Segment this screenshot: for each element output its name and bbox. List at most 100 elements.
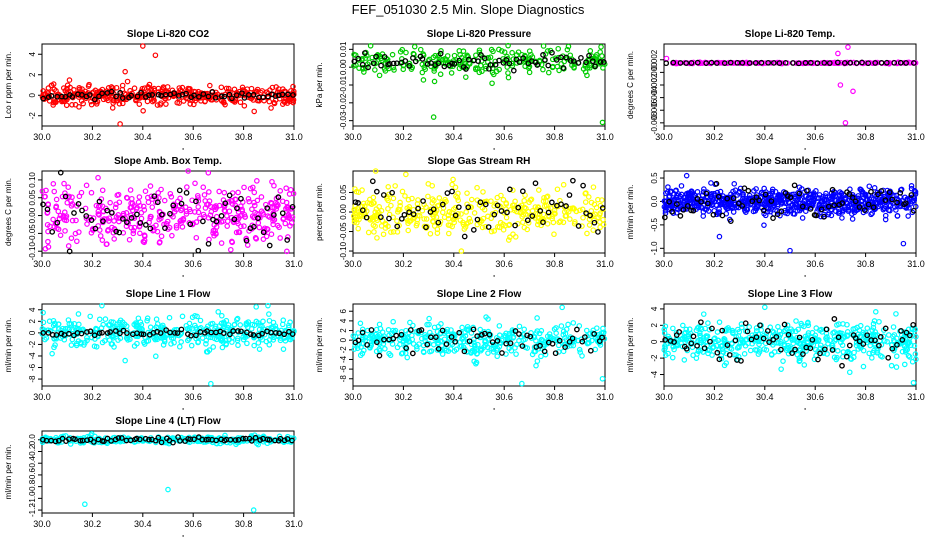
- data-point: [136, 101, 143, 107]
- data-point: [746, 324, 752, 330]
- data-point: [68, 235, 75, 241]
- reference-point: [575, 223, 582, 229]
- data-point: [96, 316, 103, 323]
- y-tick-label: 0.05: [339, 184, 348, 200]
- axis-mark: [493, 408, 495, 410]
- data-point: [244, 242, 251, 248]
- data-point: [39, 188, 46, 194]
- data-point: [277, 188, 284, 194]
- data-point: [249, 206, 255, 213]
- y-axis-label: ml/min per min.: [4, 318, 13, 373]
- reference-point: [412, 58, 419, 65]
- data-point: [385, 197, 391, 204]
- reference-point: [451, 61, 458, 67]
- reference-point: [279, 91, 286, 98]
- x-tick-label: 30.8: [546, 259, 564, 269]
- data-point: [500, 196, 507, 203]
- reference-point: [589, 58, 596, 65]
- data-point: [61, 180, 67, 187]
- reference-point: [191, 92, 197, 99]
- data-point: [357, 320, 364, 327]
- data-point: [212, 206, 219, 213]
- reference-point: [566, 192, 573, 198]
- data-point: [458, 211, 464, 217]
- y-tick-label: 2: [28, 72, 37, 77]
- data-point: [116, 218, 122, 225]
- y-tick-label: 0.002: [650, 49, 659, 70]
- y-tick-label: 0.5: [650, 172, 659, 184]
- data-point: [235, 229, 242, 235]
- axis-mark: [804, 148, 806, 150]
- data-point: [79, 86, 85, 92]
- reference-point: [369, 178, 376, 185]
- data-point: [506, 221, 513, 228]
- data-point: [206, 236, 212, 243]
- data-point: [669, 354, 676, 361]
- data-point: [556, 67, 562, 74]
- data-point: [150, 97, 157, 103]
- data-point: [123, 210, 130, 216]
- data-point: [360, 64, 366, 71]
- reference-point: [727, 59, 734, 66]
- reference-point: [91, 96, 98, 103]
- data-point: [769, 186, 776, 193]
- data-point: [352, 186, 358, 192]
- chart-title: Slope Li-820 CO2: [127, 29, 210, 40]
- data-point: [515, 49, 522, 55]
- reference-point: [461, 233, 468, 240]
- x-tick-label: 30.4: [445, 132, 463, 142]
- data-point: [76, 193, 83, 200]
- y-tick-label: 0: [28, 330, 37, 335]
- data-point: [423, 204, 429, 211]
- data-point: [747, 347, 754, 354]
- reference-point: [532, 180, 539, 187]
- reference-point: [474, 216, 481, 223]
- data-point: [213, 203, 219, 209]
- data-point: [176, 343, 183, 350]
- data-point: [141, 207, 148, 213]
- data-point: [173, 222, 180, 229]
- x-tick-label: 30.0: [33, 392, 51, 402]
- outlier-point: [837, 82, 844, 88]
- data-point: [522, 63, 528, 70]
- x-tick-label: 30.6: [495, 132, 513, 142]
- data-point: [224, 218, 231, 225]
- y-tick-label: -2: [28, 340, 37, 348]
- data-point: [499, 48, 505, 54]
- reference-point: [116, 229, 123, 236]
- data-point: [216, 94, 222, 100]
- x-tick-label: 30.4: [134, 259, 152, 269]
- data-point: [186, 86, 192, 93]
- data-point: [367, 200, 373, 207]
- data-point: [241, 103, 248, 109]
- axis-mark: [804, 275, 806, 277]
- data-point: [799, 215, 806, 221]
- data-point: [477, 62, 484, 69]
- reference-point: [427, 209, 434, 215]
- data-point: [534, 221, 541, 228]
- data-point: [390, 228, 397, 235]
- data-point: [140, 203, 147, 210]
- reference-point: [807, 59, 814, 66]
- data-point: [433, 214, 440, 220]
- data-point: [410, 322, 416, 329]
- y-tick-label: 4: [28, 307, 37, 312]
- data-point: [160, 85, 167, 92]
- data-points: [661, 304, 919, 386]
- chart-title: Slope Line 1 Flow: [126, 289, 211, 300]
- data-point: [144, 98, 151, 105]
- data-point: [144, 194, 151, 201]
- data-point: [869, 210, 875, 217]
- x-tick-label: 30.2: [706, 392, 724, 402]
- x-tick-label: 31.0: [907, 392, 925, 402]
- reference-point: [492, 61, 499, 68]
- data-point: [153, 199, 159, 206]
- data-point: [541, 203, 548, 209]
- reference-point: [92, 225, 99, 232]
- data-point: [359, 203, 366, 210]
- reference-point: [40, 201, 46, 208]
- outlier-point: [208, 380, 214, 387]
- data-point: [131, 85, 138, 92]
- reference-point: [591, 219, 598, 226]
- data-point: [232, 196, 239, 203]
